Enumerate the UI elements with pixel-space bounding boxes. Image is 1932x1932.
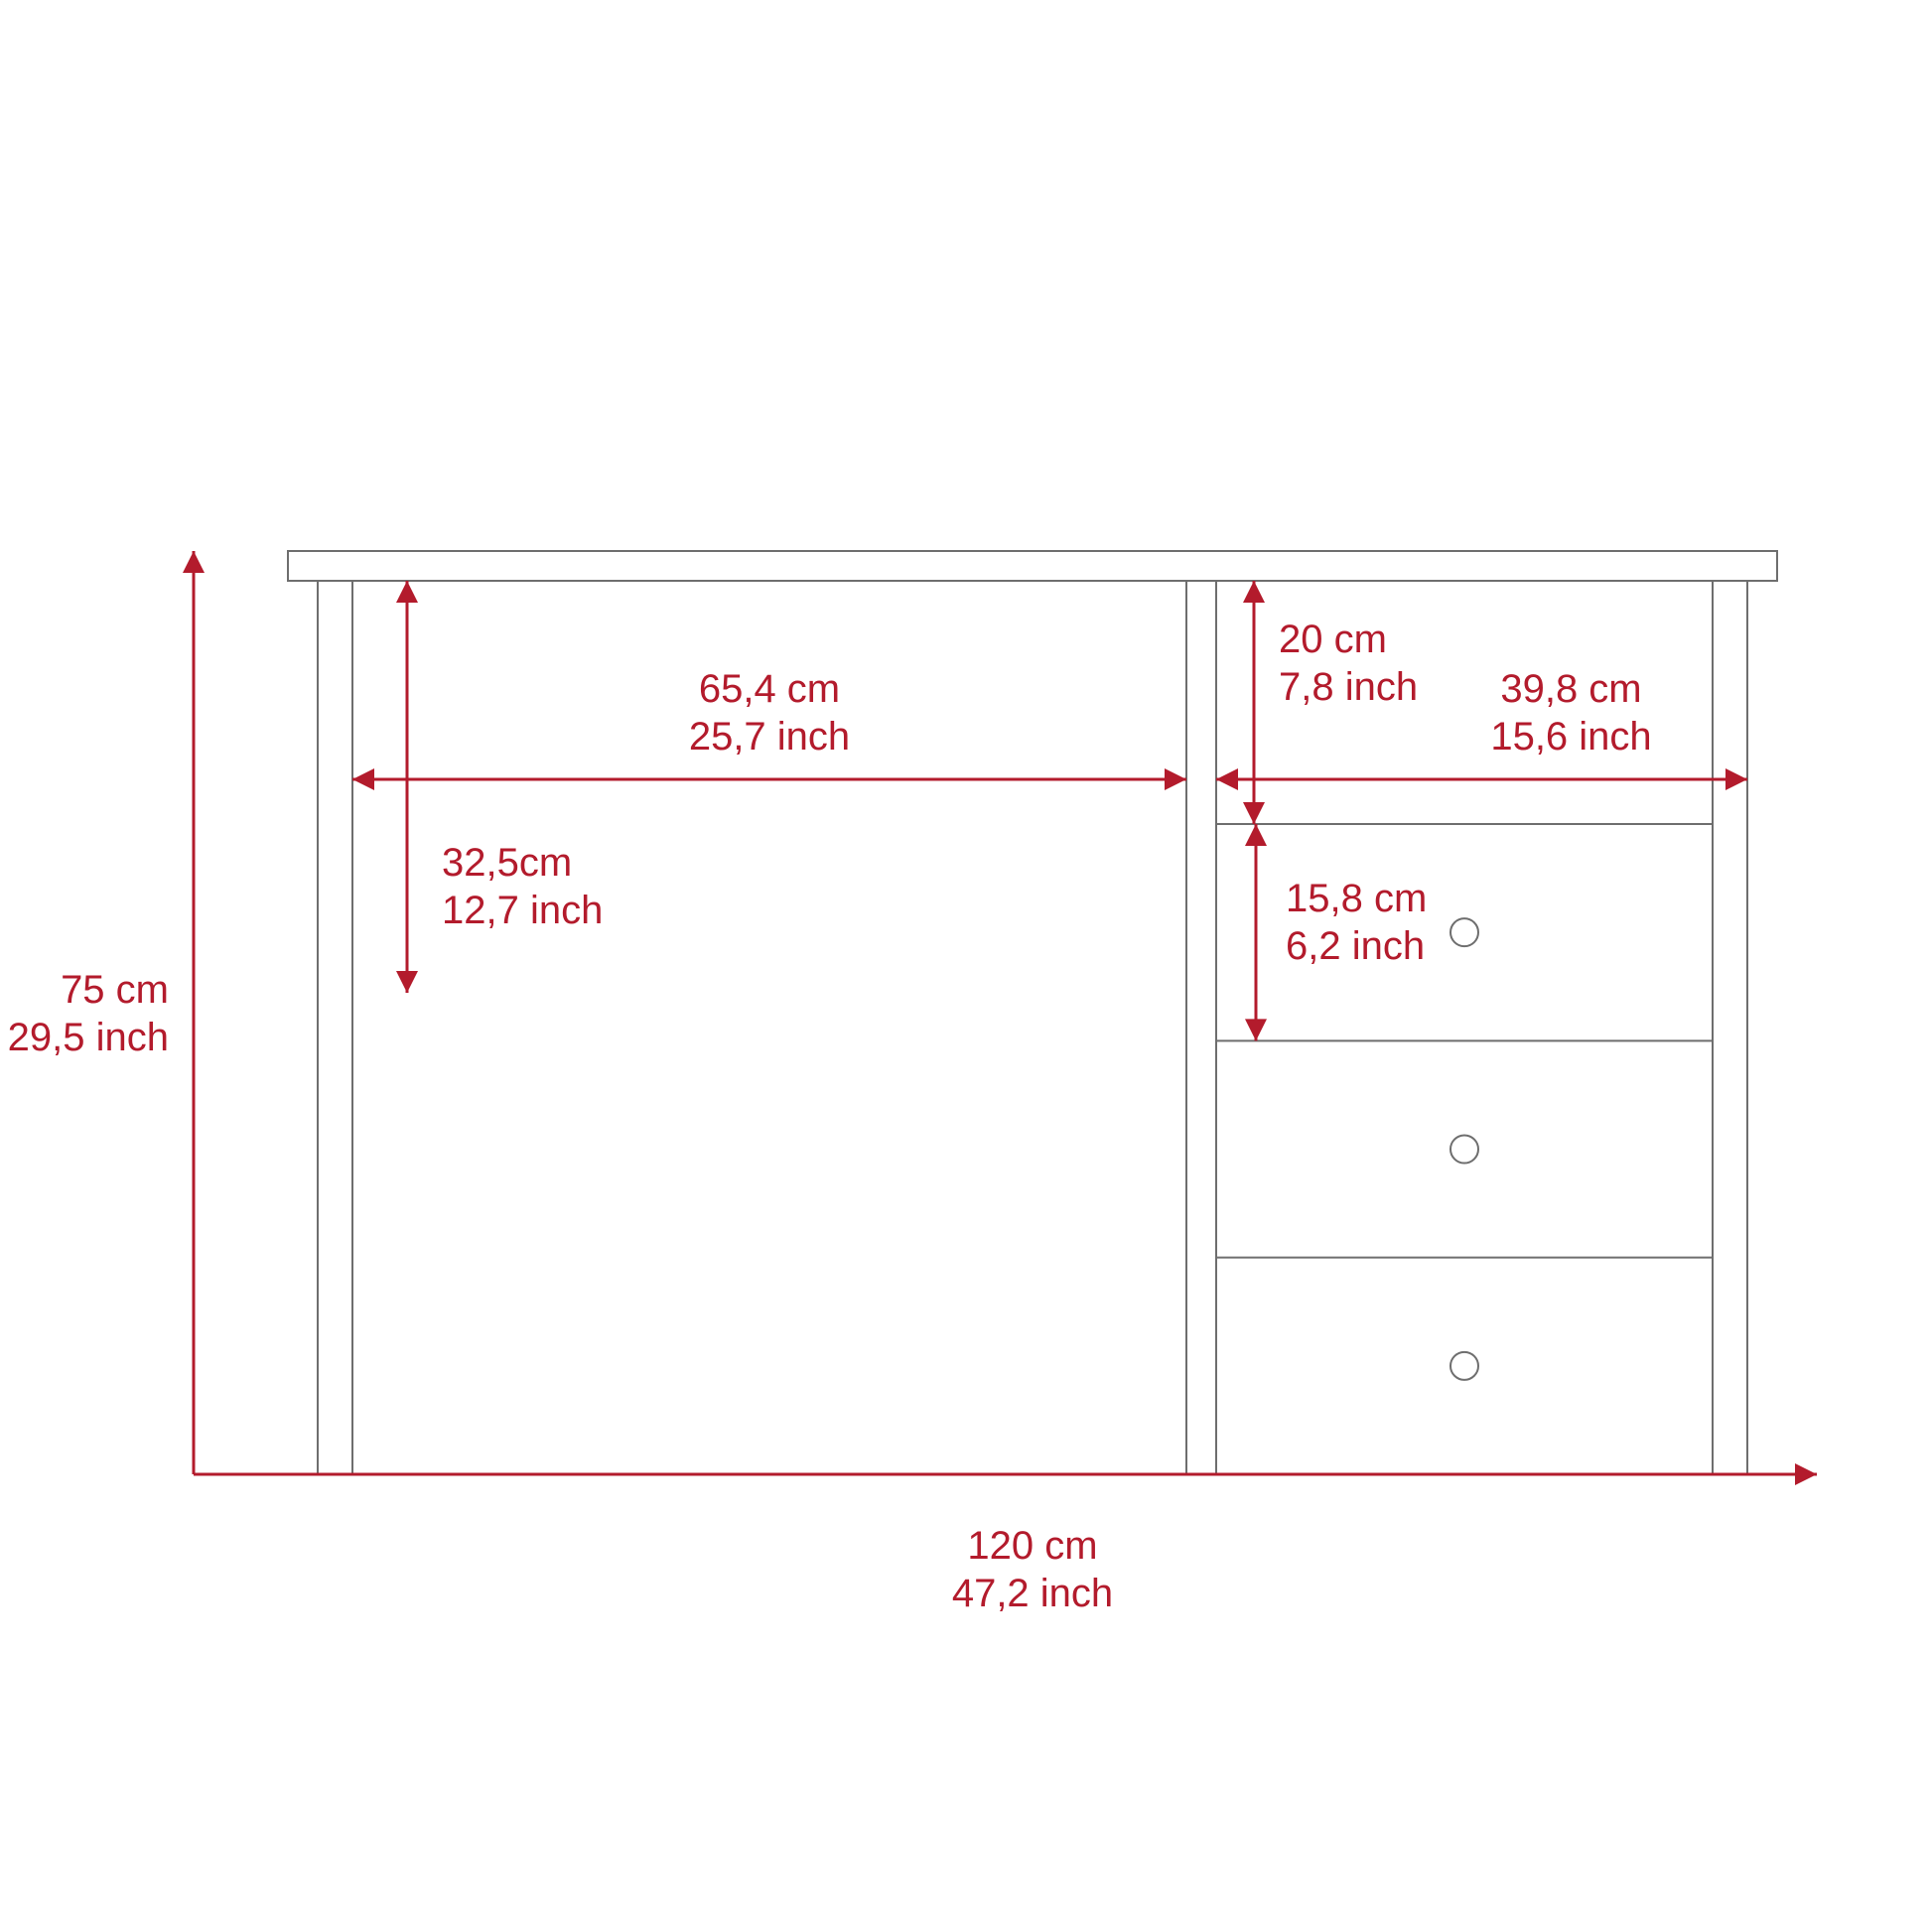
svg-text:120 cm: 120 cm (967, 1524, 1097, 1568)
svg-text:25,7 inch: 25,7 inch (689, 715, 850, 759)
svg-text:75 cm: 75 cm (61, 968, 169, 1012)
svg-text:29,5 inch: 29,5 inch (8, 1016, 169, 1059)
svg-text:6,2 inch: 6,2 inch (1286, 924, 1425, 968)
svg-text:65,4 cm: 65,4 cm (699, 667, 840, 711)
svg-text:15,6 inch: 15,6 inch (1490, 715, 1651, 759)
svg-text:15,8 cm: 15,8 cm (1286, 877, 1427, 920)
svg-text:47,2 inch: 47,2 inch (952, 1572, 1113, 1615)
svg-text:39,8 cm: 39,8 cm (1500, 667, 1641, 711)
svg-text:20 cm: 20 cm (1279, 618, 1387, 661)
svg-text:12,7 inch: 12,7 inch (442, 889, 603, 932)
svg-text:32,5cm: 32,5cm (442, 841, 572, 885)
svg-text:7,8 inch: 7,8 inch (1279, 665, 1418, 709)
